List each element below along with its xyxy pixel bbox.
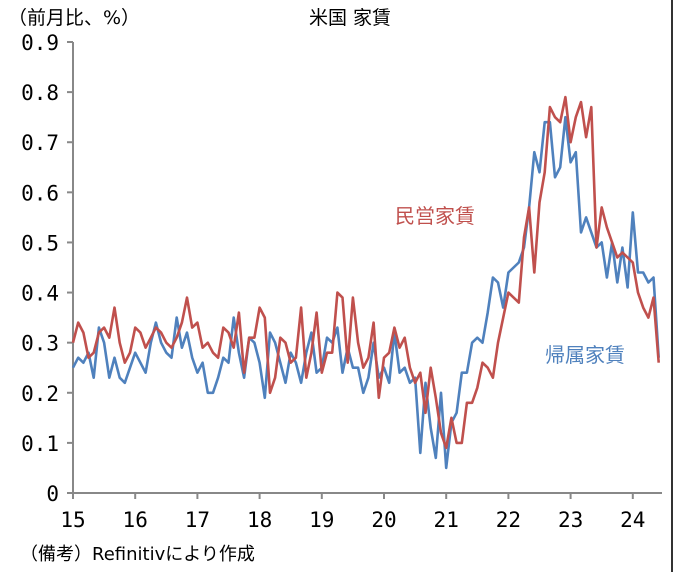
- x-tick-label: 20: [371, 508, 396, 532]
- x-tick-label: 22: [496, 508, 521, 532]
- y-tick-label: 0.6: [21, 181, 59, 205]
- series-label-private-rent: 民営家賃: [395, 204, 475, 228]
- source-note: （備考）Refinitivにより作成: [20, 544, 255, 565]
- x-tick-label: 16: [123, 508, 148, 532]
- y-tick-label: 0.5: [21, 231, 59, 255]
- y-tick-label: 0.3: [21, 332, 59, 356]
- x-tick-label: 18: [247, 508, 272, 532]
- series-line-private-rent: [71, 95, 660, 450]
- x-tick-label: 24: [620, 508, 645, 532]
- x-tick-label: 19: [309, 508, 334, 532]
- x-tick-label: 23: [558, 508, 583, 532]
- y-tick-label: 0.4: [21, 282, 59, 306]
- series-label-owners-equivalent-rent: 帰属家賃: [545, 343, 625, 367]
- y-tick-label: 0.9: [21, 31, 59, 55]
- y-tick-label: 0.7: [21, 131, 59, 155]
- y-tick-label: 0.1: [21, 432, 59, 456]
- x-tick-label: 17: [185, 508, 210, 532]
- series-points: [72, 117, 659, 469]
- series-points: [72, 97, 659, 448]
- series-line-owners-equivalent-rent: [71, 115, 660, 470]
- x-tick-label: 21: [434, 508, 459, 532]
- y-axis-unit-label: （前月比、%）: [8, 7, 140, 29]
- chart-title: 米国 家賃: [309, 7, 391, 29]
- y-tick-label: 0: [46, 482, 59, 506]
- x-tick-label: 15: [60, 508, 85, 532]
- y-tick-label: 0.2: [21, 382, 59, 406]
- y-tick-label: 0.8: [21, 81, 59, 105]
